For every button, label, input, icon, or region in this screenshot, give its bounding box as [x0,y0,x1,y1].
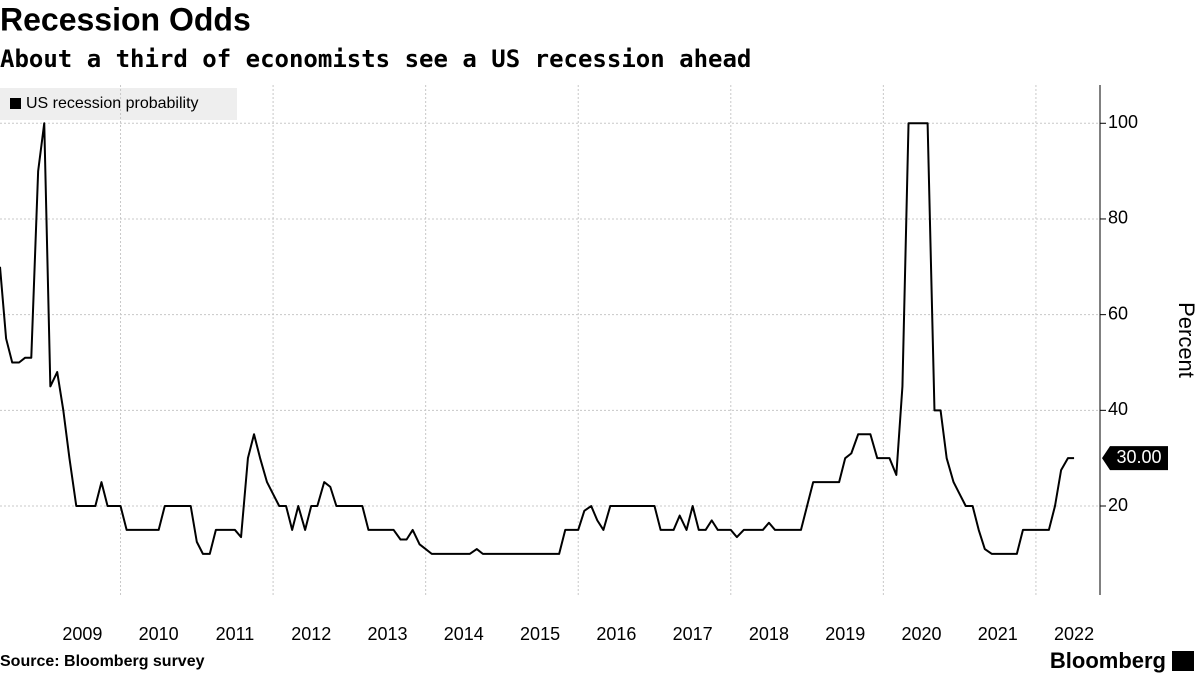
legend-swatch [10,98,21,109]
end-label: 30.00 [1116,447,1161,467]
y-tick-label: 60 [1108,303,1128,323]
x-tick-label: 2015 [520,624,560,644]
chart-title: Recession Odds [0,1,251,37]
x-tick-label: 2010 [139,624,179,644]
source: Source: Bloomberg survey [0,653,205,670]
x-tick-label: 2021 [978,624,1018,644]
brand-icon [1172,651,1194,671]
y-tick-label: 80 [1108,208,1128,228]
y-tick-label: 100 [1108,112,1138,132]
legend-label: US recession probability [26,95,199,112]
x-tick-label: 2012 [291,624,331,644]
y-axis-label: Percent [1174,302,1199,378]
x-tick-label: 2014 [444,624,484,644]
x-tick-label: 2009 [62,624,102,644]
x-tick-label: 2016 [596,624,636,644]
x-tick-label: 2022 [1054,624,1094,644]
x-tick-label: 2020 [901,624,941,644]
legend-box [0,88,237,120]
x-tick-label: 2011 [216,624,255,644]
y-tick-label: 40 [1108,399,1128,419]
line-series [0,122,1075,555]
x-tick-label: 2013 [367,624,407,644]
x-tick-label: 2017 [673,624,713,644]
end-label-box [1102,446,1168,471]
x-tick-label: 2019 [825,624,865,644]
chart-subtitle: About a third of economists see a US rec… [0,45,751,73]
brand-logo: Bloomberg [1050,648,1166,673]
x-tick-label: 2018 [749,624,789,644]
y-tick-label: 20 [1108,495,1128,515]
